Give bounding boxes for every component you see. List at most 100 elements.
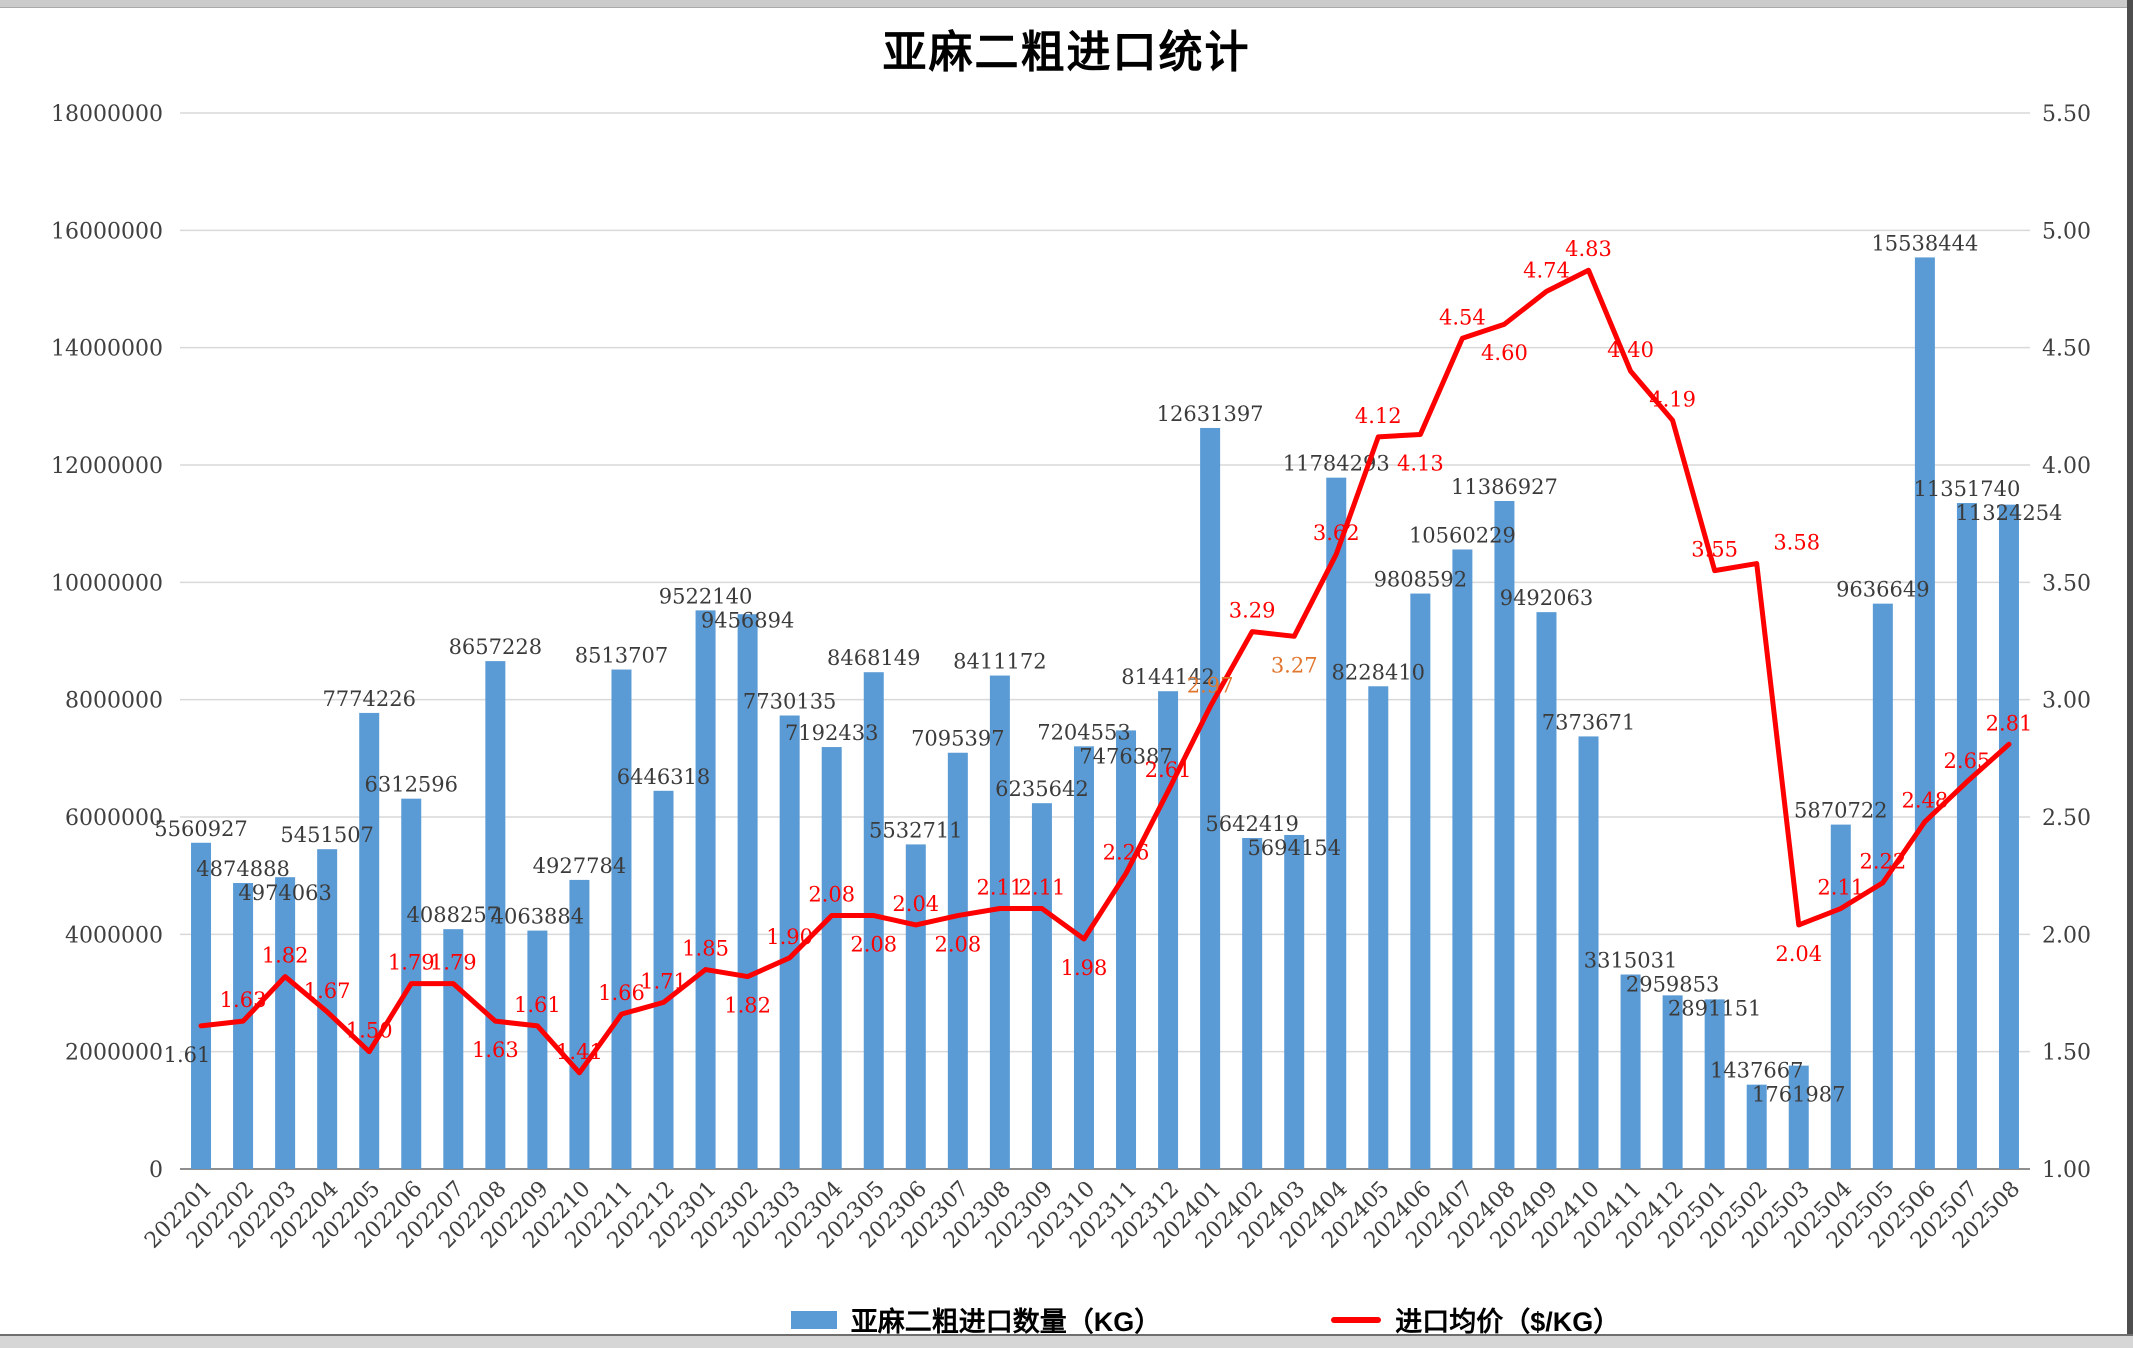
y-axis-label-left: 8000000 [65,689,163,714]
chart-title: 亚麻二粗进口统计 [882,28,1251,77]
quantity-bar-label: 5560927 [154,817,248,841]
price-point-label: 1.79 [430,951,477,975]
price-point-label: 1.82 [262,944,309,968]
legend-label-quantity: 亚麻二粗进口数量（KG） [850,1307,1162,1337]
price-point-label: 2.61 [1145,758,1192,782]
quantity-bar [1998,504,2019,1169]
y-axis-label-left: 12000000 [51,454,163,479]
quantity-bar-label: 7204553 [1037,720,1131,744]
quantity-bar-label: 8144142 [1121,665,1215,689]
y-axis-label-left: 2000000 [65,1041,163,1066]
y-axis-label-left: 6000000 [65,806,163,831]
price-point-label: 1.41 [556,1040,603,1064]
y-axis-label-right: 4.50 [2042,337,2091,362]
quantity-bar-label: 8657228 [449,635,543,659]
price-point-label: 1.67 [304,979,351,1003]
quantity-bar-label: 9492063 [1500,586,1594,610]
y-axis-label-right: 1.00 [2042,1158,2091,1183]
quantity-bar-label: 4874888 [196,857,290,881]
quantity-bar [1031,803,1052,1169]
price-point-label: 4.83 [1565,237,1612,261]
y-axis-label-right: 2.00 [2042,923,2091,948]
price-point-label: 2.22 [1859,850,1906,874]
quantity-bar-label: 15538444 [1871,231,1978,255]
quantity-bar [989,675,1010,1169]
quantity-bar [611,669,632,1169]
quantity-bar [1284,834,1305,1169]
quantity-bar [1956,503,1977,1169]
price-point-label: 1.61 [164,1043,211,1067]
y-axis-label-right: 1.50 [2042,1041,2091,1066]
quantity-bar [1158,691,1179,1169]
quantity-bar [1200,427,1221,1170]
quantity-bar-label: 1761987 [1752,1083,1846,1107]
quantity-bar [569,879,590,1169]
quantity-bar-label: 7476387 [1079,744,1173,768]
y-axis-label-left: 10000000 [51,571,163,596]
price-point-label: 1.50 [346,1019,393,1043]
price-point-label: 1.79 [388,951,435,975]
bar-series-swatch [790,1310,837,1329]
price-point-label: 1.82 [724,994,771,1018]
price-point-label: 3.29 [1229,599,1276,623]
price-point-label: 2.65 [1944,749,1991,773]
quantity-bar-label: 11351740 [1913,477,2020,501]
quantity-bar-label: 9456894 [701,608,795,632]
price-point-label: 1.71 [640,969,687,993]
price-point-label: 1.61 [514,993,561,1017]
price-point-label: 2.08 [934,933,981,957]
quantity-bar [1578,736,1599,1169]
y-axis-label-right: 5.00 [2042,219,2091,244]
quantity-bar-label: 5642419 [1205,812,1299,836]
price-point-label: 2.04 [1775,942,1822,966]
price-point-label: 2.11 [1817,876,1864,900]
y-axis-label-right: 2.50 [2042,806,2091,831]
quantity-bar-label: 6235642 [995,777,1089,801]
legend: 亚麻二粗进口数量（KG） 进口均价（$/KG） [139,1300,2133,1339]
quantity-bar [653,790,674,1169]
quantity-bar [947,752,968,1169]
quantity-bar-label: 6312596 [364,773,458,797]
quantity-bar-label: 10560229 [1409,523,1516,547]
legend-label-price: 进口均价（$/KG） [1395,1307,1621,1337]
quantity-bar [863,672,884,1169]
y-axis-label-right: 3.50 [2042,571,2091,596]
quantity-bar-label: 4088257 [407,903,501,927]
y-axis-label-right: 3.00 [2042,689,2091,714]
quantity-bar [233,883,254,1169]
quantity-bar [191,842,212,1169]
y-axis-label-left: 14000000 [51,337,163,362]
window-bottom-strip [0,1334,2133,1348]
quantity-bar [1452,549,1473,1169]
quantity-bar [1872,603,1893,1169]
quantity-bar [1326,477,1347,1170]
quantity-bar-label: 1437667 [1710,1059,1804,1083]
window-top-strip [0,0,2133,8]
price-point-label: 3.58 [1773,531,1820,555]
price-point-label: 2.26 [1103,840,1150,864]
quantity-bar-label: 7730135 [743,689,837,713]
y-axis-label-right: 4.00 [2042,454,2091,479]
quantity-bar-label: 3315031 [1584,949,1678,973]
price-point-label: 3.55 [1691,538,1738,562]
price-line [198,267,2012,1076]
quantity-bar [359,712,380,1169]
price-point-label: 1.98 [1061,956,1108,980]
quantity-bar [1746,1084,1767,1169]
quantity-bar-label: 7774226 [322,687,416,711]
quantity-bar [779,715,800,1169]
price-point-label: 4.12 [1355,404,1402,428]
quantity-bar-label: 4974063 [238,881,332,905]
quantity-bar-label: 11324254 [1956,501,2063,525]
quantity-bar [737,614,758,1169]
quantity-bar-label: 2959853 [1626,973,1720,997]
price-point-label: 1.66 [598,981,645,1005]
quantity-bar-label: 2891151 [1668,997,1762,1021]
price-point-label: 4.13 [1397,451,1444,475]
quantity-bar-label: 8513707 [575,644,669,668]
quantity-bar-label: 4927784 [533,854,627,878]
quantity-bar-label: 8228410 [1332,660,1426,684]
quantity-bar [821,747,842,1169]
y-axis-label-left: 0 [149,1158,163,1183]
price-point-label: 2.81 [1986,711,2033,735]
